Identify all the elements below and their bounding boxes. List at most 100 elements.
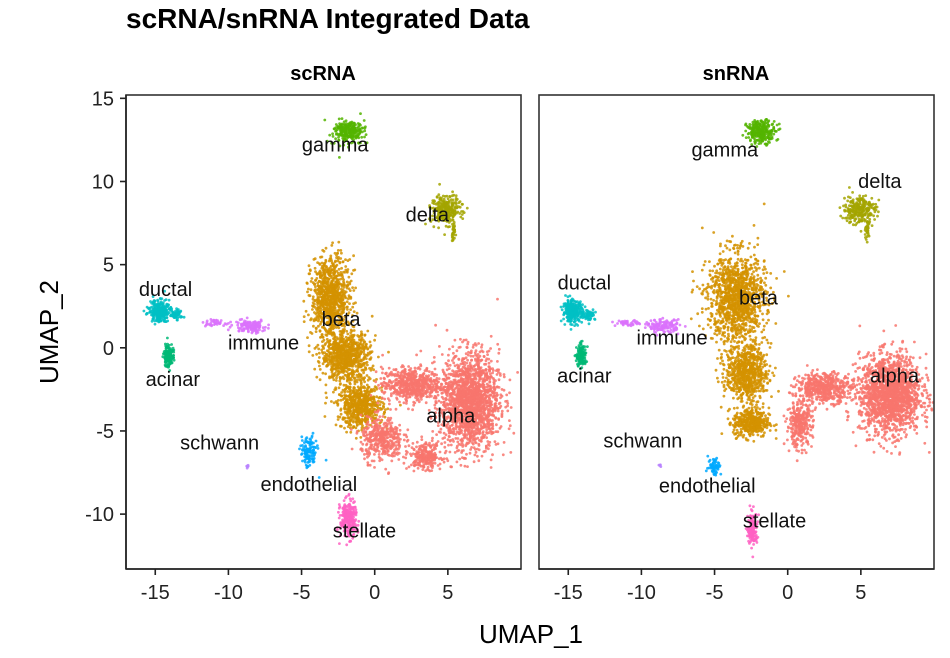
point-gamma (348, 125, 352, 129)
point-beta (386, 407, 390, 411)
point-alpha (439, 427, 443, 431)
point-alpha (471, 442, 475, 446)
point-gamma (339, 123, 342, 127)
point-gamma (353, 126, 356, 130)
point-beta (379, 408, 383, 411)
point-alpha (446, 364, 450, 368)
point-immune (230, 323, 234, 327)
point-delta (452, 214, 456, 217)
point-immune (201, 321, 205, 324)
point-beta (358, 338, 361, 342)
point-beta (317, 309, 321, 312)
cluster-delta (424, 182, 469, 243)
cluster-gamma (323, 112, 369, 159)
point-delta (451, 198, 455, 202)
point-beta (340, 394, 344, 398)
point-ductal (150, 305, 154, 309)
point-beta (358, 351, 362, 355)
point-alpha (452, 351, 455, 355)
point-alpha (464, 356, 468, 360)
point-delta (444, 224, 448, 228)
point-beta (341, 276, 345, 280)
point-delta (442, 212, 445, 216)
point-gamma (338, 156, 341, 159)
point-delta (429, 220, 433, 223)
point-delta (432, 206, 435, 210)
point-gamma (344, 124, 347, 128)
point-gamma (351, 135, 355, 138)
point-beta (370, 314, 374, 318)
point-beta (339, 299, 343, 303)
point-alpha (481, 431, 485, 435)
point-ductal (164, 313, 168, 316)
point-beta (335, 353, 339, 357)
point-alpha (435, 433, 438, 436)
point-beta (335, 370, 338, 373)
point-alpha (497, 347, 501, 351)
point-alpha (499, 425, 503, 428)
point-alpha (447, 435, 451, 438)
point-beta (321, 336, 325, 339)
point-beta (350, 378, 353, 382)
point-beta (329, 264, 333, 268)
point-delta (428, 204, 431, 207)
point-beta (330, 279, 334, 283)
point-beta (365, 342, 368, 346)
point-beta (332, 357, 336, 361)
point-beta (318, 305, 321, 309)
point-immune (214, 322, 218, 325)
point-beta (346, 412, 350, 415)
point-beta (307, 313, 310, 317)
point-alpha (491, 453, 494, 457)
point-alpha (491, 371, 494, 375)
point-delta (442, 206, 446, 210)
point-beta (321, 371, 325, 375)
point-beta (315, 352, 318, 356)
point-delta (432, 225, 436, 229)
point-alpha (480, 345, 483, 349)
point-beta (339, 408, 343, 412)
point-beta (353, 415, 356, 419)
cluster-acinar (161, 336, 176, 372)
point-alpha (489, 458, 493, 462)
point-beta (328, 339, 332, 343)
point-beta (368, 352, 371, 356)
point-alpha (502, 441, 506, 444)
point-acinar (161, 355, 165, 359)
point-alpha (482, 450, 486, 454)
point-alpha (497, 378, 501, 382)
point-alpha (447, 443, 450, 447)
point-beta (324, 372, 327, 376)
point-ductal (172, 316, 176, 319)
point-alpha (506, 409, 510, 413)
point-beta (337, 257, 340, 261)
point-delta (454, 194, 458, 198)
point-beta (366, 363, 369, 367)
point-delta (451, 190, 454, 194)
point-beta (346, 390, 349, 393)
point-alpha (508, 424, 512, 428)
point-alpha (504, 400, 507, 403)
point-beta (322, 285, 325, 288)
point-beta (341, 416, 345, 420)
point-beta (349, 331, 353, 334)
point-beta (344, 352, 348, 356)
point-beta (349, 412, 352, 416)
point-delta (453, 206, 457, 210)
point-beta (362, 394, 366, 398)
point-acinar (169, 357, 173, 361)
point-beta (302, 315, 306, 318)
point-alpha (434, 400, 438, 403)
point-delta (446, 197, 450, 201)
point-beta (378, 403, 382, 406)
point-alpha (489, 334, 493, 338)
point-alpha (495, 385, 499, 389)
point-delta (438, 217, 441, 221)
point-gamma (363, 129, 367, 133)
point-beta (314, 278, 317, 282)
point-immune (209, 321, 213, 325)
point-gamma (364, 125, 367, 129)
point-alpha (444, 433, 448, 437)
point-alpha (448, 363, 452, 367)
point-delta (450, 201, 454, 204)
